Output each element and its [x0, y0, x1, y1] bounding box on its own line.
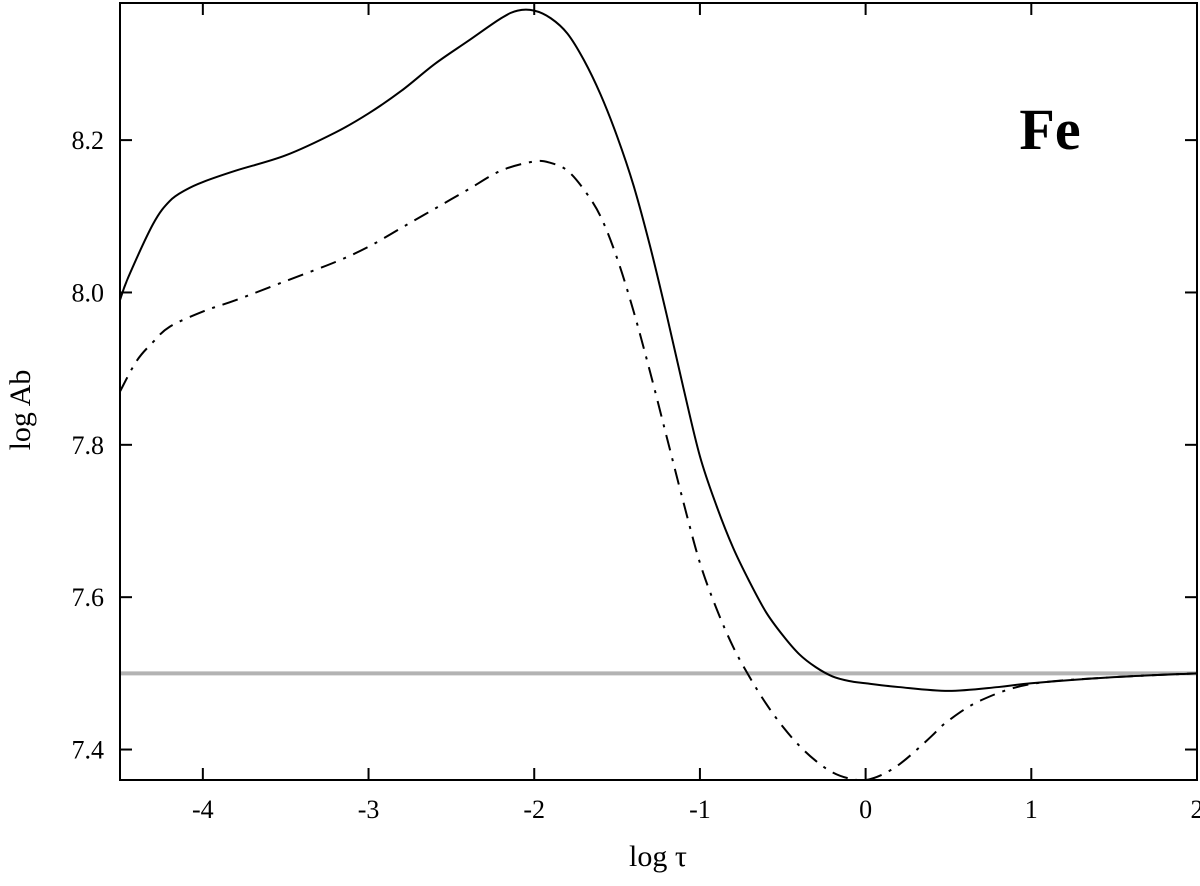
y-tick-label: 8.0	[72, 278, 105, 307]
fe-annotation: Fe	[1019, 97, 1080, 162]
dash-dot-series-line	[119, 159, 1198, 782]
x-tick-label: -2	[523, 795, 545, 824]
y-tick-label: 7.4	[72, 736, 105, 765]
x-tick-label: -4	[192, 795, 214, 824]
x-tick-label: 1	[1025, 795, 1038, 824]
y-tick-label: 7.6	[72, 583, 105, 612]
x-tick-label: -1	[689, 795, 711, 824]
x-tick-label: 2	[1191, 795, 1200, 824]
x-tick-label: -3	[358, 795, 380, 824]
y-tick-label: 8.2	[72, 126, 105, 155]
tick-layer: -4 -3 -2 -1 0 1 2 7.4 7.6 7.8 8.0 8.2	[72, 3, 1200, 824]
solid-series-line	[119, 8, 1198, 692]
plot-frame	[119, 2, 1198, 781]
y-tick-label: 7.8	[72, 431, 105, 460]
x-tick-label: 0	[859, 795, 872, 824]
y-axis-title: log Ab	[4, 370, 37, 451]
x-axis-title: log τ	[629, 840, 687, 873]
series-layer	[119, 8, 1198, 782]
